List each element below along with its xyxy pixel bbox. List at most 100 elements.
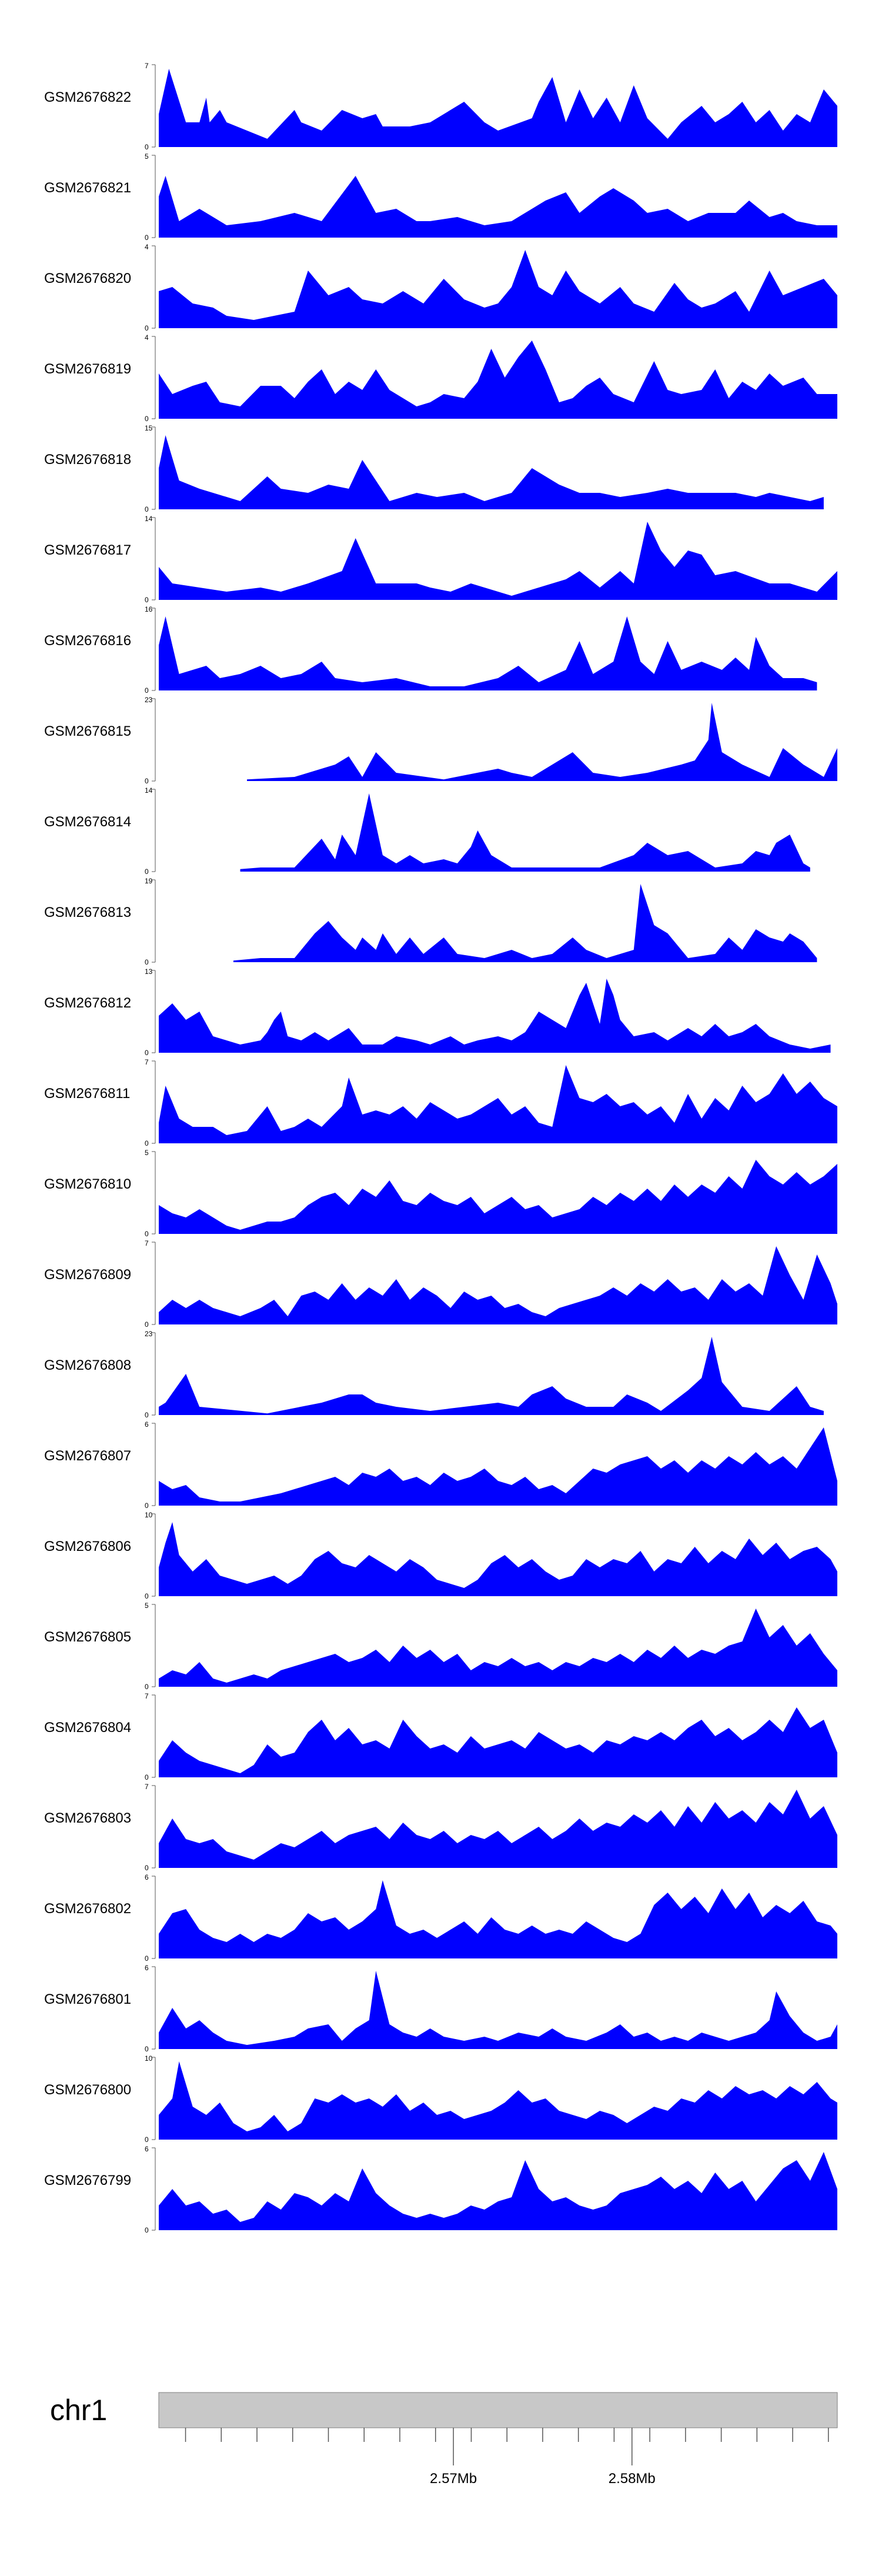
track: GSM2676810 5 0 bbox=[44, 1149, 837, 1238]
track-label: GSM2676820 bbox=[44, 271, 131, 286]
coverage-area bbox=[159, 1707, 837, 1777]
y-min-label: 0 bbox=[145, 415, 149, 423]
y-max-label: 15 bbox=[145, 424, 153, 432]
y-max-label: 6 bbox=[145, 1420, 149, 1429]
track: GSM2676807 6 0 bbox=[44, 1420, 837, 1510]
track-label: GSM2676801 bbox=[44, 1991, 131, 2007]
coverage-area bbox=[159, 1522, 837, 1596]
chromosome-ideogram bbox=[158, 2392, 838, 2428]
y-max-label: 4 bbox=[145, 243, 149, 251]
coverage-area bbox=[233, 884, 817, 962]
y-max-label: 14 bbox=[145, 515, 153, 523]
coverage-area bbox=[159, 522, 837, 600]
track-label: GSM2676805 bbox=[44, 1629, 131, 1645]
genome-position-label: 2.57Mb bbox=[430, 2471, 477, 2487]
y-max-label: 7 bbox=[145, 1783, 149, 1791]
y-max-label: 10 bbox=[145, 1511, 153, 1519]
y-min-label: 0 bbox=[145, 324, 149, 332]
track: GSM2676800 10 0 bbox=[44, 2054, 837, 2144]
track-label: GSM2676815 bbox=[44, 723, 131, 739]
track-label: GSM2676806 bbox=[44, 1539, 131, 1554]
track-label: GSM2676822 bbox=[44, 89, 131, 105]
y-max-label: 16 bbox=[145, 605, 153, 613]
track-label: GSM2676821 bbox=[44, 180, 131, 196]
y-min-label: 0 bbox=[145, 958, 149, 966]
y-max-label: 7 bbox=[145, 1239, 149, 1247]
y-min-label: 0 bbox=[145, 1139, 149, 1147]
y-min-label: 0 bbox=[145, 505, 149, 513]
y-max-label: 5 bbox=[145, 1149, 149, 1157]
coverage-area bbox=[159, 2152, 837, 2230]
coverage-area bbox=[159, 1160, 837, 1234]
track-label: GSM2676819 bbox=[44, 361, 131, 377]
track-label: GSM2676800 bbox=[44, 2082, 131, 2098]
track-label: GSM2676807 bbox=[44, 1448, 131, 1464]
y-min-label: 0 bbox=[145, 1683, 149, 1691]
y-max-label: 5 bbox=[145, 1601, 149, 1610]
y-min-label: 0 bbox=[145, 2135, 149, 2144]
track: GSM2676811 7 0 bbox=[44, 1058, 837, 1147]
y-max-label: 23 bbox=[145, 696, 153, 704]
y-min-label: 0 bbox=[145, 1954, 149, 1963]
genome-axis: chr1 2.57Mb 2.58Mb bbox=[50, 2392, 838, 2487]
track-label: GSM2676802 bbox=[44, 1901, 131, 1917]
track: GSM2676817 14 0 bbox=[44, 515, 837, 604]
y-max-label: 6 bbox=[145, 1964, 149, 1972]
coverage-area bbox=[159, 1065, 837, 1143]
track: GSM2676801 6 0 bbox=[44, 1964, 837, 2053]
track-label: GSM2676803 bbox=[44, 1810, 131, 1826]
coverage-area bbox=[159, 1246, 837, 1324]
y-min-label: 0 bbox=[145, 867, 149, 876]
coverage-area bbox=[159, 1609, 837, 1687]
coverage-area bbox=[159, 616, 817, 690]
track: GSM2676802 6 0 bbox=[44, 1873, 837, 1963]
coverage-area bbox=[159, 1337, 824, 1415]
coverage-area bbox=[159, 1427, 837, 1506]
track: GSM2676820 4 0 bbox=[44, 243, 837, 332]
coverage-area bbox=[159, 176, 837, 238]
y-max-label: 13 bbox=[145, 967, 153, 976]
track-label: GSM2676799 bbox=[44, 2173, 131, 2188]
y-min-label: 0 bbox=[145, 1592, 149, 1600]
coverage-area bbox=[159, 69, 837, 147]
coverage-area bbox=[159, 1880, 837, 1958]
y-min-label: 0 bbox=[145, 777, 149, 785]
track: GSM2676809 7 0 bbox=[44, 1239, 837, 1329]
chromosome-label: chr1 bbox=[50, 2394, 107, 2427]
y-max-label: 7 bbox=[145, 1058, 149, 1066]
track: GSM2676803 7 0 bbox=[44, 1783, 837, 1872]
y-min-label: 0 bbox=[145, 233, 149, 242]
coverage-area bbox=[159, 979, 831, 1053]
y-min-label: 0 bbox=[145, 596, 149, 604]
track: GSM2676819 4 0 bbox=[44, 333, 837, 423]
y-min-label: 0 bbox=[145, 1320, 149, 1329]
y-max-label: 14 bbox=[145, 786, 153, 795]
y-min-label: 0 bbox=[145, 1864, 149, 1872]
y-min-label: 0 bbox=[145, 1501, 149, 1510]
coverage-area bbox=[159, 1790, 837, 1868]
y-max-label: 19 bbox=[145, 877, 153, 885]
y-max-label: 6 bbox=[145, 2145, 149, 2153]
y-max-label: 10 bbox=[145, 2054, 153, 2063]
track: GSM2676815 23 0 bbox=[44, 696, 837, 785]
track-label: GSM2676810 bbox=[44, 1176, 131, 1192]
y-min-label: 0 bbox=[145, 1049, 149, 1057]
y-max-label: 5 bbox=[145, 152, 149, 161]
y-min-label: 0 bbox=[145, 1230, 149, 1238]
track: GSM2676818 15 0 bbox=[44, 424, 824, 513]
coverage-area bbox=[240, 793, 810, 872]
y-min-label: 0 bbox=[145, 1773, 149, 1781]
track: GSM2676821 5 0 bbox=[44, 152, 837, 242]
y-max-label: 23 bbox=[145, 1330, 153, 1338]
track-label: GSM2676813 bbox=[44, 905, 131, 920]
track: GSM2676812 13 0 bbox=[44, 967, 831, 1057]
y-max-label: 4 bbox=[145, 333, 149, 342]
track-label: GSM2676816 bbox=[44, 633, 131, 649]
track-label: GSM2676814 bbox=[44, 814, 131, 830]
track-label: GSM2676818 bbox=[44, 452, 131, 468]
y-max-label: 7 bbox=[145, 62, 149, 70]
y-min-label: 0 bbox=[145, 1411, 149, 1419]
track-label: GSM2676808 bbox=[44, 1357, 131, 1373]
coverage-area bbox=[159, 435, 824, 509]
coverage-area bbox=[247, 703, 837, 781]
